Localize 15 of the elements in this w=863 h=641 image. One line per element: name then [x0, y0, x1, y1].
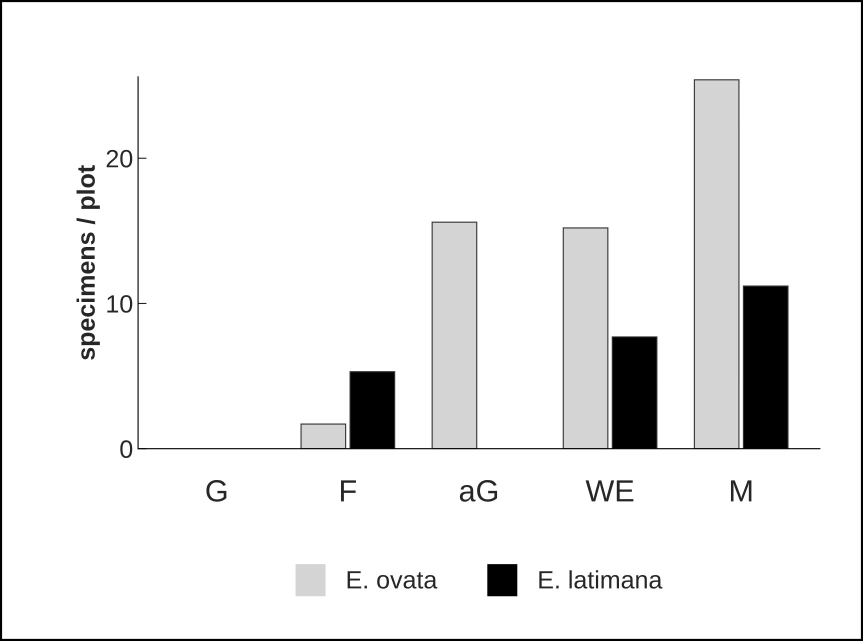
x-tick-label: aG: [460, 480, 498, 502]
x-tick-label: M: [730, 480, 752, 502]
x-tick-label: WE: [586, 480, 634, 502]
y-tick-label: 10: [107, 295, 132, 313]
y-tick-label: 20: [106, 150, 132, 168]
bar: [432, 222, 478, 449]
y-axis-title: specimens / plot: [76, 165, 100, 360]
legend-label: E. ovata: [348, 571, 438, 589]
x-tick-label: G: [206, 480, 226, 502]
bar: [694, 79, 740, 449]
legend-label: E. latimana: [539, 570, 662, 589]
bar: [300, 423, 346, 449]
x-tick-label: F: [341, 480, 356, 502]
bar: [562, 227, 608, 449]
y-tick-label: 0: [120, 440, 132, 458]
